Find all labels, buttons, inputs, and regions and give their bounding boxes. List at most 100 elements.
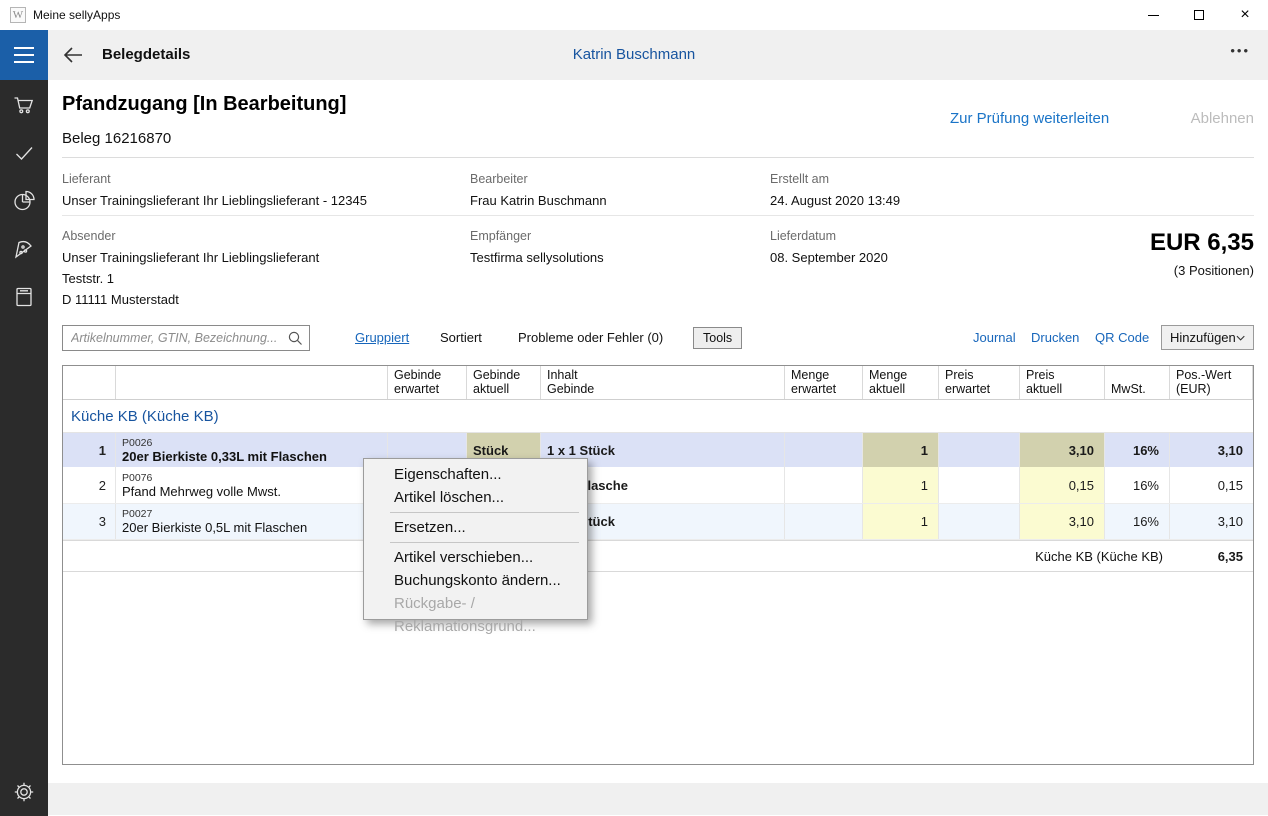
article-code: P0026: [122, 437, 152, 449]
preis-aktuell-cell[interactable]: 0,15: [1020, 467, 1105, 503]
current-user[interactable]: Katrin Buschmann: [0, 46, 1268, 63]
drucken-link[interactable]: Drucken: [1031, 330, 1079, 345]
document-number: Beleg 16216870: [62, 130, 171, 147]
gruppiert-toggle[interactable]: Gruppiert: [355, 330, 409, 345]
hinzufuegen-label: Hinzufügen: [1170, 330, 1236, 345]
more-options-button[interactable]: •••: [1230, 43, 1250, 58]
forward-for-review-link[interactable]: Zur Prüfung weiterleiten: [950, 110, 1109, 127]
col-pos-wert[interactable]: Pos.-Wert(EUR): [1170, 366, 1253, 399]
window-title: Meine sellyApps: [33, 8, 120, 22]
mwst-cell: 16%: [1105, 467, 1170, 503]
absender-line3: D 11111 Musterstadt: [62, 292, 179, 307]
col-gebinde-aktuell[interactable]: Gebindeaktuell: [467, 366, 541, 399]
menge-aktuell-cell[interactable]: 1: [863, 504, 939, 539]
sidebar-item-food[interactable]: [12, 237, 36, 261]
sidebar-item-settings[interactable]: [12, 780, 36, 804]
col-mwst[interactable]: MwSt.: [1105, 366, 1170, 399]
erstellt-am-label: Erstellt am: [770, 172, 829, 186]
context-menu: Eigenschaften... Artikel löschen... Erse…: [363, 458, 588, 620]
article-search: [62, 325, 310, 351]
minimize-button[interactable]: [1130, 0, 1176, 30]
sortiert-toggle[interactable]: Sortiert: [440, 330, 482, 345]
menu-separator: [390, 512, 579, 513]
tools-button[interactable]: Tools: [693, 327, 742, 349]
empfaenger-label: Empfänger: [470, 229, 531, 243]
search-input[interactable]: [63, 326, 285, 350]
col-gebinde-erwartet[interactable]: Gebindeerwartet: [388, 366, 467, 399]
bearbeiter-value: Frau Katrin Buschmann: [470, 193, 607, 208]
sidebar-item-reports[interactable]: [12, 189, 36, 213]
cart-icon: [12, 93, 36, 117]
pos-wert-cell: 3,10: [1170, 504, 1253, 539]
total-amount: EUR 6,35: [954, 229, 1254, 257]
reject-link-disabled: Ablehnen: [1176, 110, 1254, 127]
table-row-selected[interactable]: 1 P0026 20er Bierkiste 0,33L mit Flasche…: [63, 433, 1253, 467]
sidebar-item-catalog[interactable]: [12, 285, 36, 309]
col-menge-erwartet[interactable]: Mengeerwartet: [785, 366, 863, 399]
menge-aktuell-cell[interactable]: 1: [863, 467, 939, 503]
app-window: W Meine sellyApps × Belegdetails Katrin …: [0, 0, 1268, 816]
close-button[interactable]: ×: [1222, 0, 1268, 30]
positions-table: Gebindeerwartet Gebindeaktuell InhaltGeb…: [62, 365, 1254, 765]
journal-link[interactable]: Journal: [973, 330, 1016, 345]
hinzufuegen-dropdown-button[interactable]: Hinzufügen: [1161, 325, 1254, 350]
menge-aktuell-cell[interactable]: 1: [863, 433, 939, 467]
article-code: P0076: [122, 472, 152, 484]
col-menge-aktuell[interactable]: Mengeaktuell: [863, 366, 939, 399]
col-inhalt-gebinde[interactable]: InhaltGebinde: [541, 366, 785, 399]
menu-item-eigenschaften[interactable]: Eigenschaften...: [364, 463, 587, 486]
maximize-icon: [1194, 10, 1204, 20]
group-footer-row: Küche KB (Küche KB) 6,35: [63, 540, 1253, 572]
divider: [62, 157, 1254, 158]
group-footer-total: 6,35: [1171, 541, 1253, 571]
sidebar-item-tasks[interactable]: [12, 141, 36, 165]
menu-item-ersetzen[interactable]: Ersetzen...: [364, 516, 587, 539]
divider: [62, 215, 1254, 216]
document-title: Pfandzugang [In Bearbeitung]: [62, 93, 346, 116]
probleme-fehler-link[interactable]: Probleme oder Fehler (0): [518, 330, 663, 345]
pizza-icon: [12, 237, 36, 261]
gear-icon: [12, 780, 36, 804]
lieferant-value: Unser Trainingslieferant Ihr Lieblingsli…: [62, 193, 367, 208]
qr-code-link[interactable]: QR Code: [1095, 330, 1149, 345]
bottom-bar: [48, 783, 1268, 815]
menu-item-artikel-verschieben[interactable]: Artikel verschieben...: [364, 546, 587, 569]
chevron-down-icon: [1236, 335, 1245, 341]
pie-chart-icon: [12, 189, 36, 213]
check-icon: [12, 141, 36, 165]
table-row[interactable]: 3 P0027 20er Bierkiste 0,5L mit Flaschen…: [63, 504, 1253, 540]
lieferdatum-value: 08. September 2020: [770, 250, 888, 265]
preis-aktuell-cell[interactable]: 3,10: [1020, 504, 1105, 539]
col-preis-aktuell[interactable]: Preisaktuell: [1020, 366, 1105, 399]
mwst-cell: 16%: [1105, 433, 1170, 467]
absender-line1: Unser Trainingslieferant Ihr Lieblingsli…: [62, 250, 319, 265]
table-row[interactable]: 2 P0076 Pfand Mehrweg volle Mwst. Flasch…: [63, 467, 1253, 504]
empfaenger-value: Testfirma sellysolutions: [470, 250, 604, 265]
menu-item-rueckgabe-reklamationsgrund: Rückgabe- / Reklamationsgrund...: [364, 592, 587, 615]
mwst-cell: 16%: [1105, 504, 1170, 539]
title-bar: W Meine sellyApps ×: [0, 0, 1268, 30]
preis-aktuell-cell[interactable]: 3,10: [1020, 433, 1105, 467]
maximize-button[interactable]: [1176, 0, 1222, 30]
sidebar-item-orders[interactable]: [12, 93, 36, 117]
table-header-row: Gebindeerwartet Gebindeaktuell InhaltGeb…: [63, 366, 1253, 400]
article-code: P0027: [122, 508, 152, 520]
menu-item-buchungskonto-aendern[interactable]: Buchungskonto ändern...: [364, 569, 587, 592]
absender-label: Absender: [62, 229, 116, 243]
search-icon[interactable]: [287, 330, 304, 347]
absender-line2: Teststr. 1: [62, 271, 114, 286]
erstellt-am-value: 24. August 2020 13:49: [770, 193, 900, 208]
bearbeiter-label: Bearbeiter: [470, 172, 528, 186]
book-icon: [12, 285, 36, 309]
menu-item-artikel-loeschen[interactable]: Artikel löschen...: [364, 486, 587, 509]
app-logo-icon: W: [10, 7, 26, 23]
lieferant-label: Lieferant: [62, 172, 111, 186]
app-header: Belegdetails Katrin Buschmann •••: [0, 30, 1268, 80]
menu-separator: [390, 542, 579, 543]
group-footer-label: Küche KB (Küche KB): [63, 541, 1171, 571]
pos-wert-cell: 0,15: [1170, 467, 1253, 503]
sidebar: [0, 80, 48, 816]
col-preis-erwartet[interactable]: Preiserwartet: [939, 366, 1020, 399]
group-header[interactable]: Küche KB (Küche KB): [63, 400, 1253, 433]
article-name: 20er Bierkiste 0,5L mit Flaschen: [122, 520, 307, 535]
